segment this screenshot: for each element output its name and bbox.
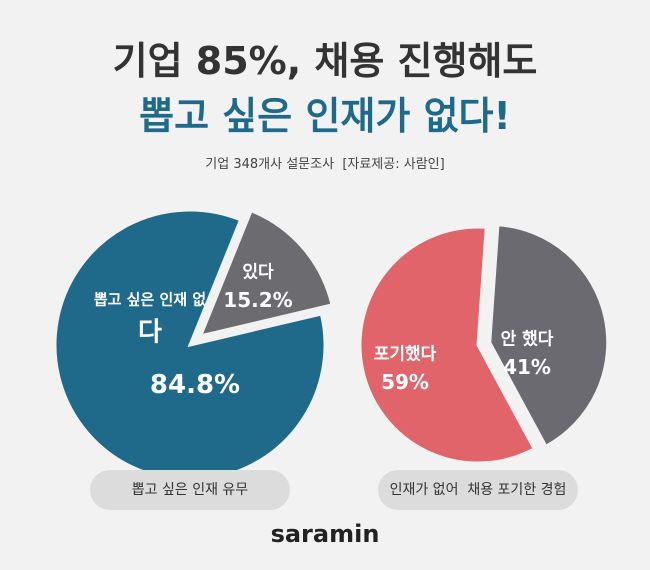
caption: 인재가 없어 채용 포기한 경험	[378, 470, 578, 510]
value-label: 59%	[381, 370, 429, 394]
slice-label: 포기했다	[373, 344, 437, 365]
caption: 뽑고 싶은 인재 유무	[90, 470, 290, 510]
pie-slice	[53, 208, 327, 482]
title-line1: 기업 85%, 채용 진행해도	[112, 39, 538, 83]
subtitle: 기업 348개사 설문조사 [자료제공: 사람인]	[205, 157, 445, 172]
pie-slice	[488, 223, 610, 449]
value-label: 41%	[503, 355, 551, 379]
value-label: 15.2%	[223, 288, 293, 312]
slice-label: 있다	[242, 262, 274, 283]
pie-slice	[198, 208, 334, 339]
logo: saramin	[270, 520, 380, 548]
title-line2: 뽑고 싶은 인재가 없다!	[139, 94, 511, 138]
slice-label: 안 했다	[500, 329, 554, 350]
slice-label: 뽑고 싶은 인재 없다	[93, 290, 207, 348]
pie-slice	[358, 225, 537, 465]
value-label: 84.8%	[149, 370, 241, 400]
